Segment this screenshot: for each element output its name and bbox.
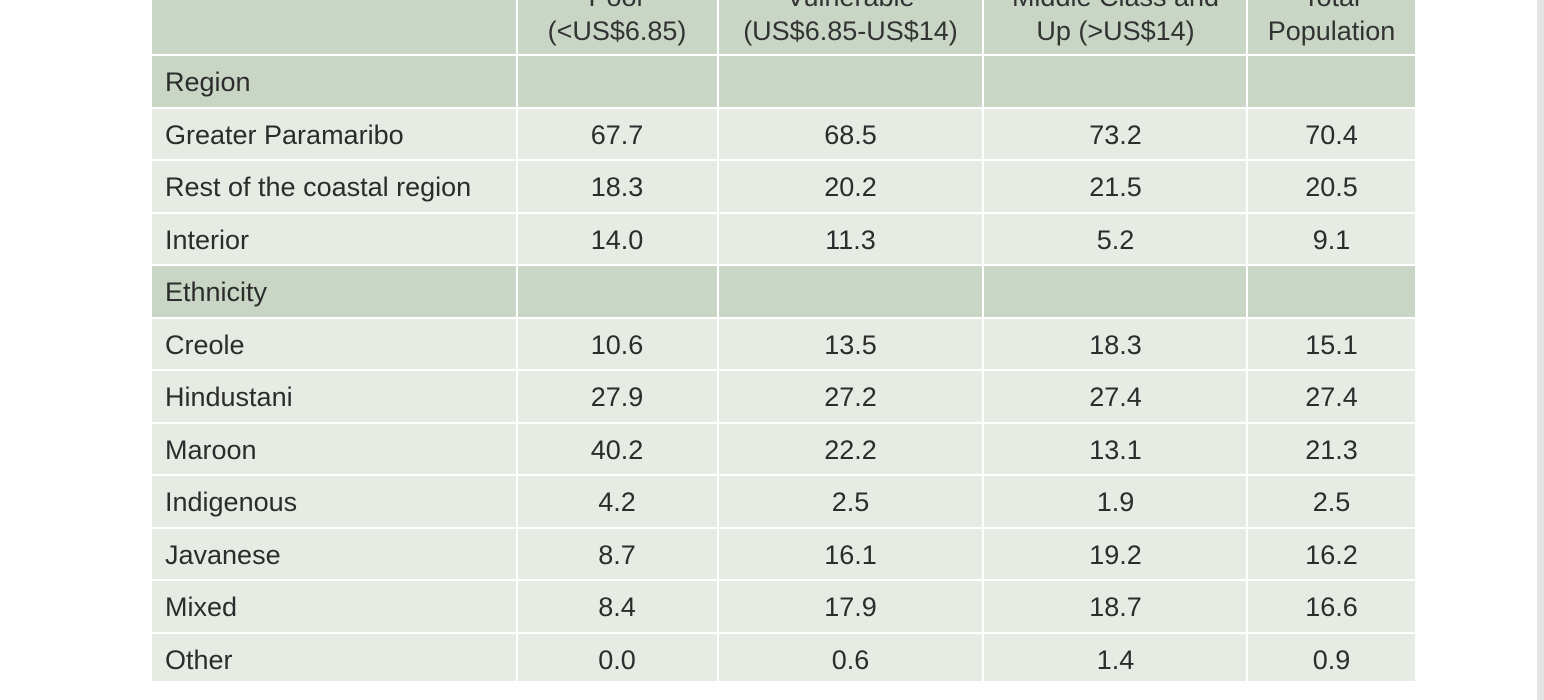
cell-poor: 18.3	[590, 171, 644, 202]
cell-vulnerable: 68.5	[824, 119, 877, 150]
table-row: Indigenous 4.2 2.5 1.9 2.5	[152, 476, 1415, 528]
cell-total: 70.4	[1305, 119, 1358, 150]
cell-total: 15.1	[1305, 329, 1358, 360]
row-divider	[152, 159, 1415, 161]
column-divider	[982, 0, 984, 681]
row-label: Creole	[165, 329, 245, 360]
cell-vulnerable: 16.1	[824, 539, 877, 570]
header-line: Vulnerable	[786, 0, 914, 14]
header-cell-label	[152, 0, 516, 54]
row-label: Other	[165, 644, 233, 675]
cell-middle-class: 1.9	[1096, 486, 1135, 517]
cell-vulnerable: 27.2	[824, 381, 877, 412]
cell-vulnerable: 20.2	[824, 171, 877, 202]
cell-poor: 14.0	[590, 224, 644, 255]
cell-middle-class: 18.3	[1089, 329, 1142, 360]
cell-middle-class: 21.5	[1089, 171, 1142, 202]
header-line: Up (>US$14)	[1036, 16, 1195, 46]
header-cell-poor: Poor (<US$6.85)	[517, 0, 717, 54]
cell-poor: 8.4	[598, 591, 636, 622]
header-cell-total: Total Population	[1248, 0, 1415, 54]
header-line: (<US$6.85)	[547, 16, 687, 46]
header-cell-middle-class: Middle Class and Up (>US$14)	[984, 0, 1247, 54]
cell-total: 16.6	[1305, 591, 1358, 622]
table-row: Other 0.0 0.6 1.4 0.9	[152, 634, 1415, 681]
cell-middle-class: 18.7	[1089, 591, 1142, 622]
row-divider	[152, 54, 1415, 56]
header-line: (US$6.85-US$14)	[743, 16, 958, 46]
cell-poor: 4.2	[598, 486, 636, 517]
cell-total: 21.3	[1305, 434, 1358, 465]
row-label: Maroon	[165, 434, 257, 465]
table-row: Greater Paramaribo 67.7 68.5 73.2 70.4	[152, 109, 1415, 161]
table-row: Interior 14.0 11.3 5.2 9.1	[152, 214, 1415, 266]
column-divider	[516, 0, 518, 681]
row-divider	[152, 632, 1415, 634]
cell-vulnerable: 17.9	[824, 591, 877, 622]
cell-poor: 10.6	[590, 329, 644, 360]
table-row: Mixed 8.4 17.9 18.7 16.6	[152, 581, 1415, 633]
cell-total: 2.5	[1312, 486, 1351, 517]
cell-poor: 0.0	[598, 644, 636, 675]
table-row: Javanese 8.7 16.1 19.2 16.2	[152, 529, 1415, 581]
cell-total: 27.4	[1305, 381, 1358, 412]
section-row: Region	[152, 56, 1415, 108]
cell-total: 0.9	[1312, 644, 1351, 675]
cell-vulnerable: 2.5	[831, 486, 870, 517]
cell-total: 20.5	[1305, 171, 1358, 202]
cell-total: 16.2	[1305, 539, 1358, 570]
column-divider	[717, 0, 719, 681]
row-divider	[152, 579, 1415, 581]
row-divider	[152, 527, 1415, 529]
row-label: Javanese	[165, 539, 281, 570]
row-divider	[152, 422, 1415, 424]
row-label: Hindustani	[165, 381, 293, 412]
cell-middle-class: 19.2	[1089, 539, 1142, 570]
row-label: Interior	[165, 224, 250, 255]
table-header: Poor (<US$6.85) Vulnerable (US$6.85-US$1…	[152, 0, 1415, 54]
cell-vulnerable: 11.3	[825, 224, 876, 255]
header-cell-vulnerable: Vulnerable (US$6.85-US$14)	[718, 0, 983, 54]
cell-vulnerable: 0.6	[831, 644, 870, 675]
row-divider	[152, 474, 1415, 476]
row-divider	[152, 107, 1415, 109]
row-divider	[152, 317, 1415, 319]
row-label: Greater Paramaribo	[165, 119, 404, 150]
cell-poor: 27.9	[590, 381, 644, 412]
table-row: Maroon 40.2 22.2 13.1 21.3	[152, 424, 1415, 476]
table-row: Hindustani 27.9 27.2 27.4 27.4	[152, 371, 1415, 423]
header-line: Total	[1303, 0, 1360, 14]
cell-vulnerable: 13.5	[824, 329, 877, 360]
cell-middle-class: 73.2	[1089, 119, 1142, 150]
section-label: Ethnicity	[165, 276, 268, 307]
cell-middle-class: 13.1	[1089, 434, 1142, 465]
cell-middle-class: 1.4	[1096, 644, 1135, 675]
row-label: Indigenous	[165, 486, 298, 517]
cell-middle-class: 5.2	[1096, 224, 1135, 255]
table-row: Rest of the coastal region 18.3 20.2 21.5 20…	[152, 161, 1415, 213]
table-row: Creole 10.6 13.5 18.3 15.1	[152, 319, 1415, 371]
section-label: Region	[165, 66, 251, 97]
vertical-scrollbar[interactable]	[1537, 0, 1544, 700]
header-line: Middle Class and	[1012, 0, 1219, 14]
header-line: Poor	[588, 0, 645, 14]
cell-poor: 8.7	[598, 539, 636, 570]
cell-poor: 40.2	[590, 434, 644, 465]
cell-middle-class: 27.4	[1089, 381, 1142, 412]
column-divider	[1246, 0, 1248, 681]
row-divider	[152, 212, 1415, 214]
cell-total: 9.1	[1312, 224, 1351, 255]
cell-vulnerable: 22.2	[824, 434, 877, 465]
row-divider	[152, 264, 1415, 266]
data-table: Poor (<US$6.85) Vulnerable (US$6.85-US$1…	[152, 0, 1415, 681]
section-row: Ethnicity	[152, 266, 1415, 318]
cell-poor: 67.7	[590, 119, 644, 150]
header-line: Population	[1267, 16, 1396, 46]
row-divider	[152, 369, 1415, 371]
row-label: Rest of the coastal region	[165, 171, 472, 202]
row-label: Mixed	[165, 591, 238, 622]
